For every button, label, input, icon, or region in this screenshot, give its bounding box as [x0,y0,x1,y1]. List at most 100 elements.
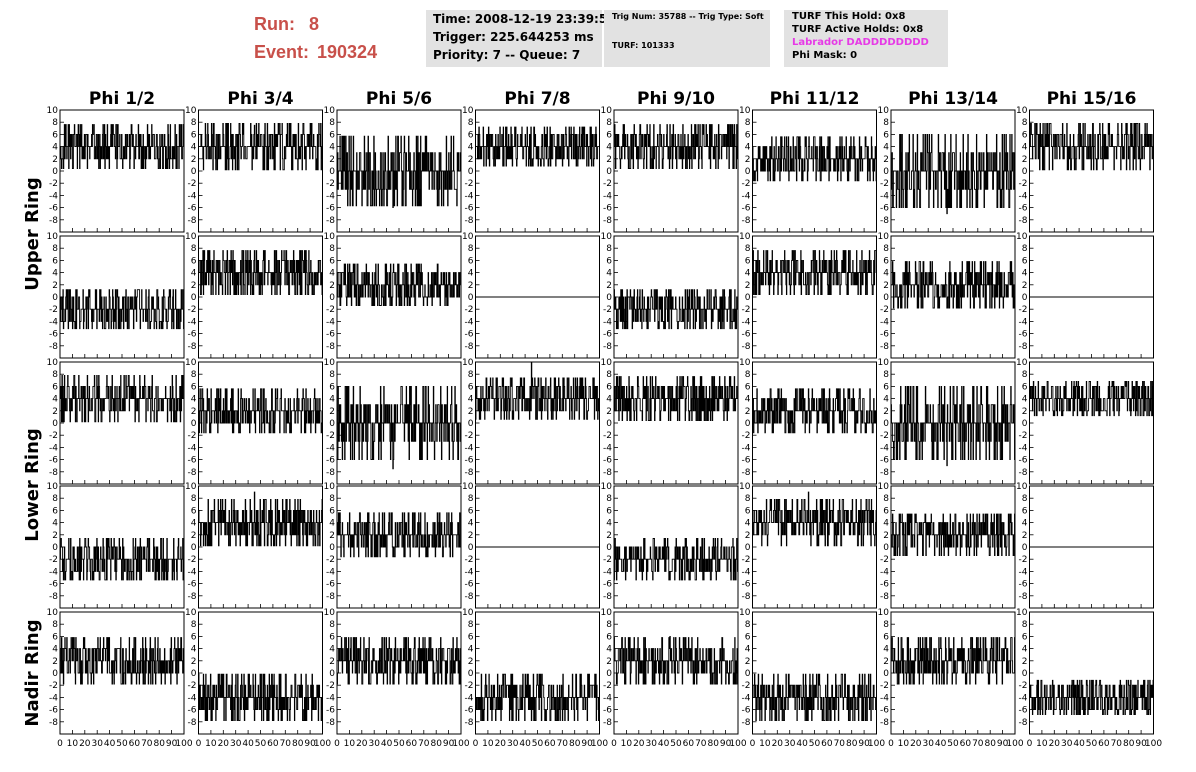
y-tick-label: 2 [745,281,751,291]
y-tick-label: -2 [1019,305,1028,315]
y-tick-label: 0 [745,543,751,553]
y-tick-label: 6 [1022,632,1028,642]
y-tick-label: -8 [326,718,335,728]
y-tick-label: 8 [329,370,335,380]
x-tick-label: 100 [1145,739,1162,749]
y-tick-label: 6 [52,382,58,392]
x-tick-label: 80 [292,739,304,749]
y-tick-label: 10 [324,232,336,242]
y-tick-label: -6 [188,580,197,590]
x-tick-label: 50 [116,739,128,749]
y-tick-label: 0 [883,543,889,553]
y-tick-label: 6 [745,382,751,392]
x-tick-label: 0 [334,739,340,749]
time-info-pane: Time: 2008-12-19 23:39:51 Trigger: 225.6… [426,10,616,67]
waveform-trace [752,673,877,722]
y-tick-label: 4 [883,645,889,655]
y-tick-label: 0 [191,293,197,303]
y-tick-label: 2 [883,657,889,667]
y-tick-label: 4 [52,519,58,529]
y-tick-label: 10 [1016,106,1028,116]
waveform-trace [891,637,1016,685]
y-tick-label: 8 [606,244,612,254]
run-event-box: Run: 8 Event: 190324 [254,10,377,66]
waveform-trace [614,289,739,330]
y-tick-label: 6 [329,382,335,392]
y-tick-label: -4 [880,443,889,453]
y-tick-label: 8 [52,244,58,254]
waveform-trace [891,385,1016,467]
y-tick-label: 4 [606,519,612,529]
y-tick-label: 2 [745,407,751,417]
y-tick-label: -2 [326,431,335,441]
x-tick-label: 40 [658,739,670,749]
y-tick-label: 0 [191,669,197,679]
y-tick-label: 8 [329,118,335,128]
y-tick-label: 0 [468,419,474,429]
x-tick-label: 50 [1086,739,1098,749]
y-tick-label: 6 [606,382,612,392]
y-tick-label: 8 [468,620,474,630]
y-tick-label: 2 [1022,155,1028,165]
x-tick-label: 80 [430,739,442,749]
y-tick-label: 2 [191,281,197,291]
y-tick-label: -6 [188,330,197,340]
y-tick-label: 4 [1022,645,1028,655]
x-tick-label: 40 [935,739,947,749]
y-tick-label: 2 [606,407,612,417]
y-tick-label: 0 [52,543,58,553]
y-tick-label: 2 [745,155,751,165]
y-tick-label: 2 [1022,531,1028,541]
column-title: Phi 5/6 [366,89,432,109]
y-tick-label: 0 [1022,293,1028,303]
x-tick-label: 10 [344,739,356,749]
trig-num-text: Trig Num: 35788 -- Trig Type: Soft [612,12,764,21]
y-tick-label: 4 [52,269,58,279]
x-tick-label: 100 [729,739,746,749]
x-tick-label: 60 [267,739,279,749]
y-tick-label: -6 [188,706,197,716]
y-tick-label: -2 [326,305,335,315]
y-tick-label: -6 [49,456,58,466]
y-tick-label: -8 [880,342,889,352]
y-tick-label: -6 [880,706,889,716]
waveform-trace [198,491,323,547]
y-tick-label: 4 [1022,395,1028,405]
y-tick-label: -6 [1019,456,1028,466]
x-tick-label: 20 [772,739,784,749]
y-tick-label: 0 [191,167,197,177]
y-tick-label: 8 [1022,244,1028,254]
y-tick-label: -4 [742,191,751,201]
y-tick-label: -2 [465,305,474,315]
y-tick-label: -6 [880,456,889,466]
y-tick-label: -6 [742,580,751,590]
y-tick-label: -2 [742,305,751,315]
y-tick-label: -6 [49,204,58,214]
y-tick-label: 6 [745,632,751,642]
y-tick-label: 4 [745,269,751,279]
x-tick-label: 50 [809,739,821,749]
x-tick-label: 40 [519,739,531,749]
y-tick-label: 8 [468,118,474,128]
y-tick-label: 4 [606,395,612,405]
x-tick-label: 0 [611,739,617,749]
y-tick-label: 0 [606,293,612,303]
panel-frame [475,109,600,233]
panel-frame [1029,611,1154,735]
y-tick-label: -8 [1019,592,1028,602]
x-tick-label: 70 [280,739,292,749]
panel-frame [198,611,323,735]
y-tick-label: -6 [465,706,474,716]
x-tick-label: 30 [507,739,519,749]
y-tick-label: 8 [745,494,751,504]
y-tick-label: -6 [880,580,889,590]
y-tick-label: 10 [185,232,197,242]
y-tick-label: 4 [883,519,889,529]
column-title: Phi 3/4 [227,89,293,109]
y-tick-label: 6 [329,632,335,642]
y-tick-label: 10 [1016,482,1028,492]
y-tick-label: -2 [880,681,889,691]
y-tick-label: -4 [49,693,58,703]
x-tick-label: 30 [922,739,934,749]
y-tick-label: -4 [188,693,197,703]
